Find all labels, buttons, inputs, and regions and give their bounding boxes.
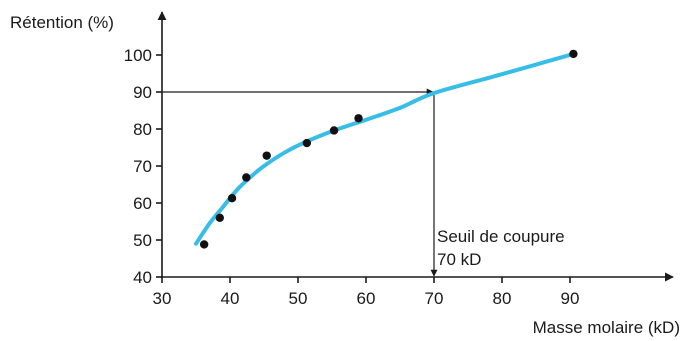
y-tick-label: 80: [133, 120, 152, 139]
y-tick-label: 100: [124, 46, 152, 65]
cutoff-guides: [162, 88, 438, 277]
data-point: [354, 114, 363, 123]
y-tick-label: 90: [133, 83, 152, 102]
x-tick-label: 60: [357, 289, 376, 308]
y-axis-label: Rétention (%): [10, 13, 114, 32]
x-tick-label: 40: [221, 289, 240, 308]
x-tick-label: 70: [425, 289, 444, 308]
x-tick-label: 90: [561, 289, 580, 308]
x-tick-label: 80: [493, 289, 512, 308]
cutoff-annotation-line2: 70 kD: [437, 250, 481, 269]
data-points: [199, 49, 578, 249]
y-tick-label: 70: [133, 157, 152, 176]
y-tick-label: 50: [133, 231, 152, 250]
y-tick-label: 40: [133, 268, 152, 287]
fit-curve: [194, 51, 576, 246]
data-point: [199, 240, 209, 249]
x-axis-label: Masse molaire (kD): [533, 318, 680, 337]
data-point: [242, 173, 251, 182]
x-tick-label: 30: [153, 289, 172, 308]
data-point: [302, 138, 312, 148]
data-point: [262, 151, 271, 160]
data-point: [569, 49, 578, 59]
x-tick-label: 50: [289, 289, 308, 308]
axis-labels: Rétention (%) Masse molaire (kD) Seuil d…: [10, 13, 680, 337]
cutoff-annotation-line1: Seuil de coupure: [437, 227, 565, 246]
data-point: [329, 126, 339, 135]
data-point: [227, 193, 237, 203]
y-tick-label: 60: [133, 194, 152, 213]
data-point: [215, 213, 224, 222]
